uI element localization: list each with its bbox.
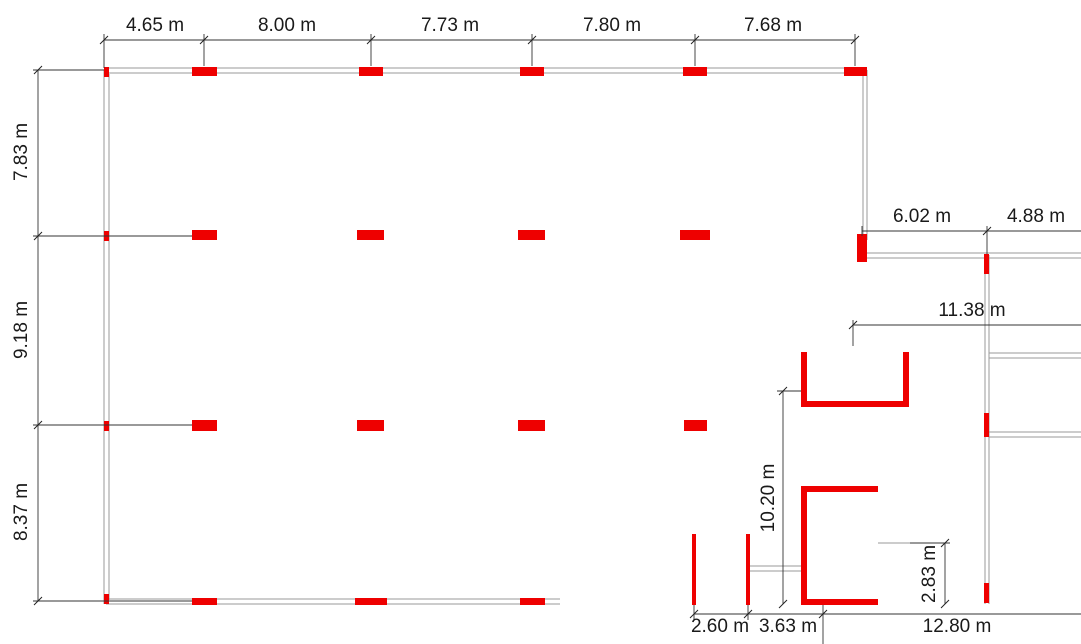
shear-wall [801,486,807,605]
dim-top-1: 4.65 m [126,15,184,36]
dim-bottom-1: 2.60 m [691,616,749,637]
dim-small-vertical: 2.83 m [919,545,940,603]
shear-wall [801,352,807,406]
column [692,534,696,605]
column [192,230,217,240]
column [746,534,750,605]
dimension-labels: 4.65 m 8.00 m 7.73 m 7.80 m 7.68 m 7.83 … [11,15,1065,637]
dim-top-5: 7.68 m [744,15,802,36]
dim-right-a: 6.02 m [893,206,951,227]
column [104,67,109,77]
shear-wall [801,401,909,407]
dim-vertical-span: 10.20 m [758,464,779,533]
column [104,421,109,431]
column [192,67,217,76]
column [520,67,544,76]
shear-wall [801,486,878,492]
dim-right-b: 4.88 m [1007,206,1065,227]
column [684,420,707,431]
column [357,230,384,240]
column [518,230,545,240]
shear-wall [801,599,878,605]
column [984,413,989,437]
columns [104,67,989,605]
column [192,420,217,431]
dimension-lines [33,34,1081,644]
column [192,598,217,605]
column [844,67,867,76]
dim-bottom-2: 3.63 m [759,616,817,637]
column [518,420,545,431]
walls [103,67,1081,605]
dim-bottom-3: 12.80 m [923,616,992,637]
column [683,67,707,76]
dim-left-3: 8.37 m [11,483,32,541]
column [984,583,989,603]
column [355,598,387,605]
dim-top-2: 8.00 m [258,15,316,36]
dim-left-2: 9.18 m [11,301,32,359]
column [857,234,867,262]
column [520,598,545,605]
column [357,420,384,431]
column [359,67,383,76]
shear-wall [903,352,909,406]
dim-mid-span: 11.38 m [938,300,1005,321]
dim-left-1: 7.83 m [11,123,32,181]
column [104,594,109,604]
column [680,230,710,240]
dim-top-3: 7.73 m [421,15,479,36]
dim-top-4: 7.80 m [583,15,641,36]
column [984,254,989,274]
